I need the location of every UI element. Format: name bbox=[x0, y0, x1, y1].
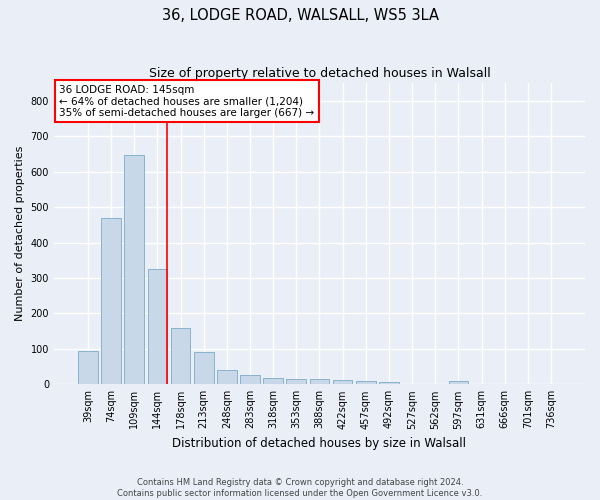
Bar bbox=[217, 370, 236, 384]
Bar bbox=[170, 328, 190, 384]
Y-axis label: Number of detached properties: Number of detached properties bbox=[15, 146, 25, 322]
Text: 36 LODGE ROAD: 145sqm
← 64% of detached houses are smaller (1,204)
35% of semi-d: 36 LODGE ROAD: 145sqm ← 64% of detached … bbox=[59, 84, 314, 118]
Bar bbox=[379, 382, 399, 384]
Bar bbox=[101, 218, 121, 384]
Bar bbox=[286, 379, 306, 384]
Bar bbox=[449, 382, 468, 384]
Title: Size of property relative to detached houses in Walsall: Size of property relative to detached ho… bbox=[149, 68, 490, 80]
Bar bbox=[356, 381, 376, 384]
X-axis label: Distribution of detached houses by size in Walsall: Distribution of detached houses by size … bbox=[172, 437, 466, 450]
Text: 36, LODGE ROAD, WALSALL, WS5 3LA: 36, LODGE ROAD, WALSALL, WS5 3LA bbox=[161, 8, 439, 22]
Bar bbox=[78, 350, 98, 384]
Bar bbox=[333, 380, 352, 384]
Bar bbox=[240, 376, 260, 384]
Bar bbox=[124, 154, 144, 384]
Bar bbox=[148, 269, 167, 384]
Text: Contains HM Land Registry data © Crown copyright and database right 2024.
Contai: Contains HM Land Registry data © Crown c… bbox=[118, 478, 482, 498]
Bar bbox=[310, 380, 329, 384]
Bar bbox=[263, 378, 283, 384]
Bar bbox=[194, 352, 214, 384]
